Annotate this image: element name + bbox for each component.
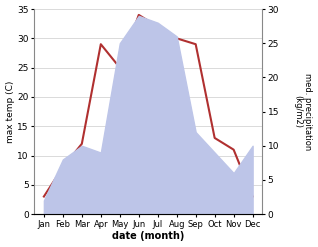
- X-axis label: date (month): date (month): [112, 231, 184, 242]
- Y-axis label: med. precipitation
(kg/m2): med. precipitation (kg/m2): [293, 73, 313, 150]
- Y-axis label: max temp (C): max temp (C): [5, 80, 15, 143]
